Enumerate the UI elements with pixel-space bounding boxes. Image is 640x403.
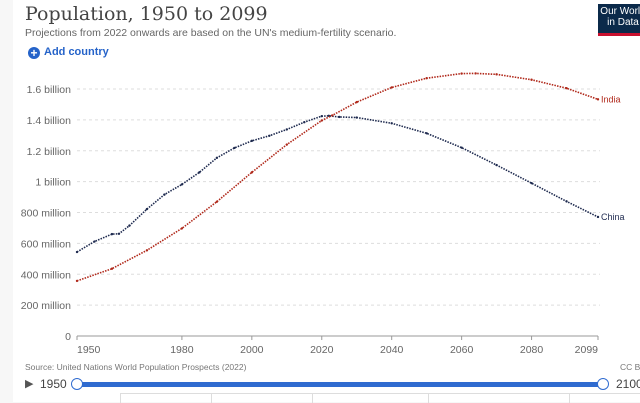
data-point-india: [110, 267, 114, 270]
owid-logo[interactable]: Our Worldin Data: [598, 4, 640, 36]
timeline-start-label: 1950: [40, 377, 67, 391]
data-point-india: [596, 98, 600, 101]
add-country-button[interactable]: + Add country: [28, 46, 109, 59]
plus-icon: +: [28, 46, 40, 59]
data-point-india: [530, 78, 533, 81]
timeline-end-label: 2100: [616, 377, 640, 391]
y-tick-label: 400 million: [21, 269, 71, 281]
data-point-india: [390, 86, 393, 89]
data-point-india: [474, 72, 477, 75]
series-line-india: [76, 72, 599, 282]
data-point-china: [495, 163, 498, 167]
data-point-china: [390, 122, 393, 125]
series-label-india: India: [601, 94, 621, 104]
data-point-china: [198, 171, 201, 174]
data-point-china: [117, 232, 121, 236]
timeline-slider[interactable]: [77, 382, 603, 387]
data-point-china: [110, 232, 114, 236]
data-point-india: [320, 119, 323, 122]
data-point-china: [250, 139, 254, 143]
x-tick-label: 2099: [575, 344, 599, 356]
data-point-china: [180, 183, 184, 186]
data-point-china: [163, 193, 166, 196]
source-link[interactable]: Source: United Nations World Population …: [25, 362, 247, 372]
series-label-china: China: [601, 212, 625, 222]
data-point-china: [128, 224, 131, 227]
data-point-india: [331, 114, 334, 117]
y-tick-label: 800 million: [21, 208, 71, 220]
data-point-china: [75, 250, 79, 254]
y-tick-label: 0: [65, 331, 71, 343]
timeline-end-handle[interactable]: [597, 378, 609, 390]
data-point-china: [425, 132, 428, 135]
play-icon[interactable]: ▶: [25, 378, 34, 390]
y-tick-label: 200 million: [21, 300, 71, 312]
y-tick-label: 1 billion: [35, 177, 71, 189]
tab-bar: [120, 393, 640, 403]
data-point-china: [93, 240, 96, 243]
x-tick-label: 2000: [240, 344, 264, 356]
data-point-china: [530, 181, 533, 185]
y-tick-label: 1.2 billion: [27, 146, 72, 158]
data-point-india: [355, 100, 358, 104]
data-point-india: [75, 279, 79, 283]
add-country-label: Add country: [44, 46, 109, 58]
timeline-start-handle[interactable]: [71, 378, 83, 390]
data-point-china: [460, 146, 463, 149]
x-tick-label: 1950: [77, 344, 101, 356]
x-tick-label: 2080: [520, 344, 544, 356]
chart-card: [13, 0, 640, 402]
data-point-india: [460, 72, 463, 75]
series-line-china: [76, 115, 599, 253]
data-point-china: [338, 115, 341, 119]
data-point-china: [320, 114, 323, 118]
data-point-india: [215, 200, 219, 203]
data-point-india: [285, 143, 288, 146]
y-tick-label: 600 million: [21, 238, 71, 250]
data-point-india: [425, 76, 428, 80]
license-link[interactable]: CC BY: [620, 362, 640, 372]
y-tick-label: 1.6 billion: [27, 84, 72, 96]
x-tick-label: 1980: [170, 344, 194, 356]
x-tick-label: 2060: [450, 344, 474, 356]
data-point-china: [145, 207, 149, 211]
data-point-india: [180, 227, 184, 230]
data-point-india: [250, 171, 254, 174]
chart-subtitle: Projections from 2022 onwards are based …: [25, 27, 397, 39]
chart-title: Population, 1950 to 2099: [25, 3, 268, 25]
data-point-india: [145, 249, 149, 252]
data-point-china: [303, 120, 306, 124]
y-tick-label: 1.4 billion: [27, 115, 72, 127]
data-point-india: [565, 87, 568, 90]
data-point-china: [268, 134, 271, 137]
data-point-china: [565, 200, 568, 203]
data-point-china: [233, 146, 236, 150]
data-point-china: [596, 215, 600, 219]
data-point-china: [215, 156, 219, 160]
data-point-india: [495, 73, 498, 76]
data-point-china: [355, 116, 358, 119]
x-tick-label: 2040: [380, 344, 404, 356]
data-point-china: [285, 128, 288, 131]
x-tick-label: 2020: [310, 344, 334, 356]
